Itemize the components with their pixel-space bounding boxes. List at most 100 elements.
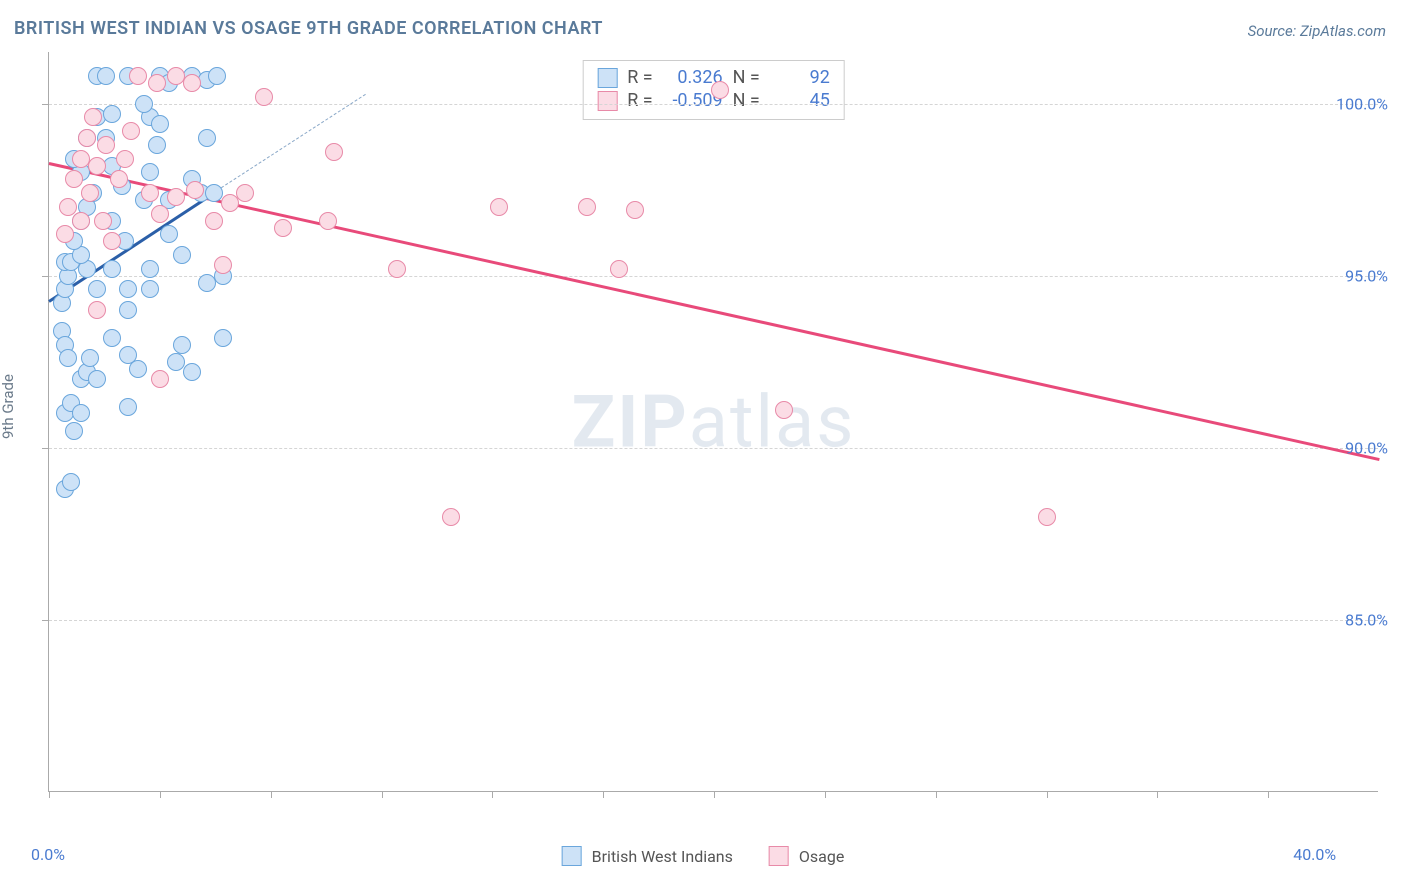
swatch-series1 <box>562 846 582 866</box>
r-label: R = <box>627 90 652 111</box>
data-point <box>173 246 191 264</box>
data-point <box>151 205 169 223</box>
swatch-series1 <box>597 68 617 88</box>
y-axis-label: 9th Grade <box>0 374 17 439</box>
source-label: Source: ZipAtlas.com <box>1248 22 1386 40</box>
y-tick-label: 95.0% <box>1345 266 1388 285</box>
data-point <box>274 219 292 237</box>
n-label: N = <box>733 90 760 111</box>
data-point <box>88 301 106 319</box>
data-point <box>81 184 99 202</box>
data-point <box>129 360 147 378</box>
plot-area: ZIPatlas R = 0.326 N = 92 R = -0.509 N =… <box>48 52 1378 792</box>
data-point <box>221 194 239 212</box>
n-value-series1: 92 <box>770 67 830 88</box>
data-point <box>236 184 254 202</box>
data-point <box>65 170 83 188</box>
data-point <box>72 404 90 422</box>
data-point <box>141 163 159 181</box>
data-point <box>167 188 185 206</box>
data-point <box>116 150 134 168</box>
data-point <box>388 260 406 278</box>
y-tick-label: 85.0% <box>1345 610 1388 629</box>
data-point <box>442 508 460 526</box>
data-point <box>1038 508 1056 526</box>
legend-label-series1: British West Indians <box>592 847 733 866</box>
data-point <box>94 212 112 230</box>
data-point <box>183 74 201 92</box>
data-point <box>711 81 729 99</box>
data-point <box>167 353 185 371</box>
swatch-series2 <box>597 91 617 111</box>
gridline <box>49 620 1378 621</box>
gridline <box>49 104 1378 105</box>
data-point <box>148 136 166 154</box>
y-tick-label: 100.0% <box>1336 94 1388 113</box>
data-point <box>122 122 140 140</box>
data-point <box>141 280 159 298</box>
data-point <box>72 212 90 230</box>
trend-line <box>49 162 1380 460</box>
data-point <box>208 67 226 85</box>
y-tick-label: 90.0% <box>1345 438 1388 457</box>
data-point <box>490 198 508 216</box>
n-label: N = <box>733 67 760 88</box>
data-point <box>214 256 232 274</box>
legend: British West Indians Osage <box>562 846 845 866</box>
data-point <box>103 260 121 278</box>
data-point <box>775 401 793 419</box>
data-point <box>135 95 153 113</box>
data-point <box>325 143 343 161</box>
legend-label-series2: Osage <box>799 847 844 866</box>
data-point <box>103 105 121 123</box>
data-point <box>88 370 106 388</box>
data-point <box>319 212 337 230</box>
data-point <box>610 260 628 278</box>
chart-title: BRITISH WEST INDIAN VS OSAGE 9TH GRADE C… <box>14 18 603 39</box>
data-point <box>88 157 106 175</box>
data-point <box>173 336 191 354</box>
x-tick-label: 0.0% <box>31 845 65 864</box>
data-point <box>78 129 96 147</box>
watermark: ZIPatlas <box>572 379 856 464</box>
n-value-series2: 45 <box>770 90 830 111</box>
data-point <box>151 115 169 133</box>
data-point <box>97 67 115 85</box>
data-point <box>97 136 115 154</box>
gridline <box>49 448 1378 449</box>
legend-item-series1: British West Indians <box>562 846 733 866</box>
data-point <box>205 212 223 230</box>
data-point <box>119 301 137 319</box>
data-point <box>119 398 137 416</box>
data-point <box>59 349 77 367</box>
data-point <box>56 225 74 243</box>
data-point <box>578 198 596 216</box>
data-point <box>119 280 137 298</box>
x-tick-label: 40.0% <box>1293 845 1336 864</box>
data-point <box>214 329 232 347</box>
data-point <box>148 74 166 92</box>
data-point <box>62 473 80 491</box>
legend-item-series2: Osage <box>769 846 844 866</box>
data-point <box>198 274 216 292</box>
data-point <box>84 108 102 126</box>
trend-line-extension <box>217 93 366 190</box>
swatch-series2 <box>769 846 789 866</box>
chart-container: BRITISH WEST INDIAN VS OSAGE 9TH GRADE C… <box>0 0 1406 892</box>
data-point <box>81 349 99 367</box>
data-point <box>110 170 128 188</box>
data-point <box>160 225 178 243</box>
data-point <box>186 181 204 199</box>
data-point <box>205 184 223 202</box>
data-point <box>103 232 121 250</box>
data-point <box>626 201 644 219</box>
data-point <box>65 422 83 440</box>
data-point <box>129 67 147 85</box>
data-point <box>141 260 159 278</box>
data-point <box>103 329 121 347</box>
r-label: R = <box>627 67 652 88</box>
gridline <box>49 276 1378 277</box>
data-point <box>198 129 216 147</box>
data-point <box>141 184 159 202</box>
data-point <box>151 370 169 388</box>
